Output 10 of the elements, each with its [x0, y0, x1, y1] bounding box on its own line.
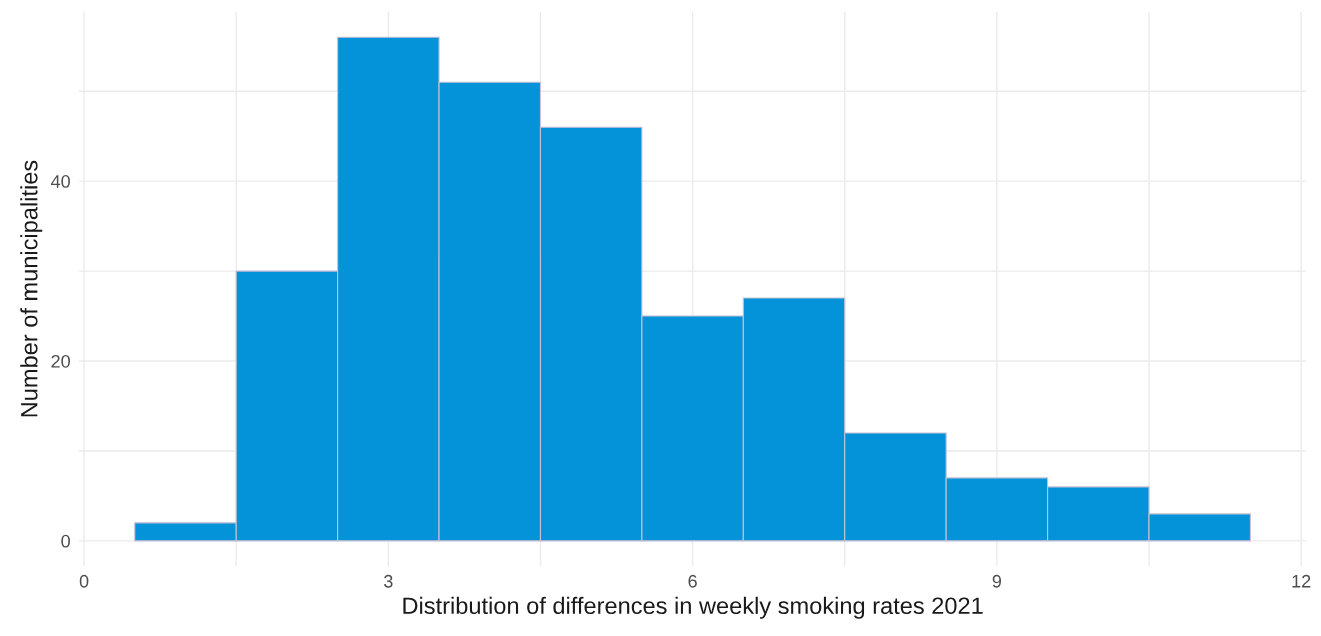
- x-tick-label: 0: [79, 574, 89, 588]
- x-tick-label: 6: [688, 574, 697, 588]
- x-tick-label: 12: [1292, 574, 1311, 588]
- y-tick-label: 40: [51, 175, 70, 188]
- x-axis-title: Distribution of differences in weekly smoking rates 2021: [403, 596, 983, 619]
- y-tick-label: 20: [51, 354, 70, 368]
- y-tick-label: 0: [61, 534, 70, 548]
- y-axis-title: Number of municipalities: [20, 160, 43, 417]
- x-tick-label: 3: [384, 574, 393, 588]
- x-tick-label: 9: [992, 574, 1002, 588]
